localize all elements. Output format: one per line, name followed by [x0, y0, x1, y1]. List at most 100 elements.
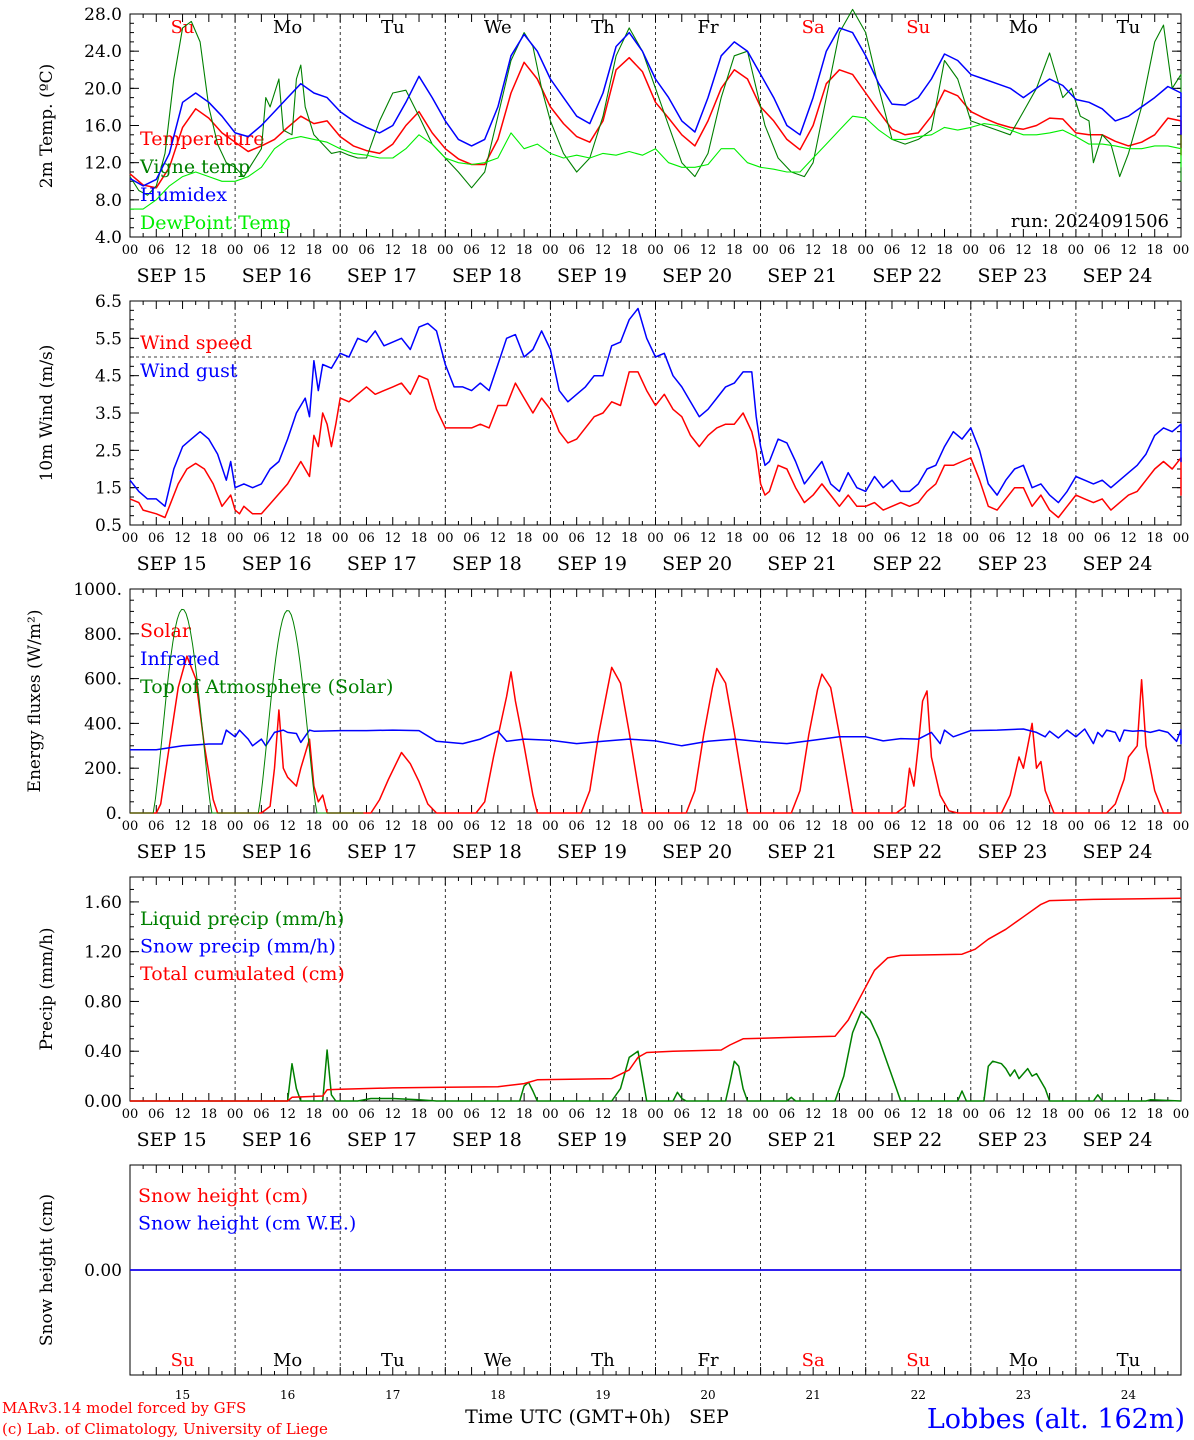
- x-date-label: SEP 15: [137, 553, 207, 575]
- x-hour-label: 06: [253, 1107, 270, 1122]
- x-hour-label: 06: [148, 819, 165, 834]
- x-hour-label: 12: [279, 1107, 296, 1122]
- x-hour-label: 00: [857, 531, 874, 546]
- weekday-label: Su: [906, 17, 930, 38]
- x-hour-label: 12: [174, 531, 191, 546]
- y-tick-label: 0.: [106, 804, 122, 824]
- x-date-label: SEP 19: [557, 841, 627, 863]
- weekday-label: Tu: [1117, 1350, 1141, 1371]
- weekday-label: Sa: [802, 1350, 825, 1371]
- x-hour-label: 06: [358, 243, 375, 258]
- series-top-of-atmosphere-solar: [130, 608, 364, 814]
- x-hour-label: 00: [437, 819, 454, 834]
- x-hour-label: 18: [306, 243, 323, 258]
- x-date-label: SEP 15: [137, 265, 207, 287]
- y-tick-label: 1.60: [84, 893, 122, 913]
- y-axis-label: Energy fluxes (W/m²): [25, 610, 45, 793]
- x-hour-label: 06: [884, 243, 901, 258]
- x-date-label: SEP 19: [557, 553, 627, 575]
- legend-humidex: Humidex: [140, 184, 227, 206]
- x-hour-label: 12: [805, 1107, 822, 1122]
- day-number-label: 20: [700, 1388, 715, 1402]
- x-hour-label: 18: [1041, 243, 1058, 258]
- x-hour-label: 18: [411, 1107, 428, 1122]
- x-hour-label: 12: [490, 819, 507, 834]
- x-hour-label: 12: [700, 1107, 717, 1122]
- weekday-label: Sa: [802, 17, 825, 38]
- legend-vigne-temp: Vigne temp: [139, 156, 250, 178]
- weekday-label: Tu: [381, 17, 405, 38]
- x-hour-label: 00: [1173, 819, 1190, 834]
- x-hour-label: 18: [411, 531, 428, 546]
- x-hour-label: 06: [358, 531, 375, 546]
- x-hour-label: 06: [989, 819, 1006, 834]
- x-hour-label: 00: [332, 819, 349, 834]
- x-hour-label: 12: [174, 1107, 191, 1122]
- x-hour-label: 06: [148, 1107, 165, 1122]
- panel-snow: 0.00 Snow height (cm) Su Mo Tu We Th Fr Sa Su Mo Tu…: [37, 1164, 1182, 1402]
- x-hour-label: 06: [463, 243, 480, 258]
- x-date-label: SEP 17: [347, 1129, 417, 1151]
- x-hour-label: 18: [726, 531, 743, 546]
- x-hour-label: 00: [542, 243, 559, 258]
- x-hour-label: 12: [595, 1107, 612, 1122]
- panel-energy: 0. 200. 400. 600. 800. 1000. Energy fluxes (W/…: [25, 580, 1189, 863]
- x-date-label: SEP 21: [767, 1129, 837, 1151]
- day-number-label: 22: [911, 1388, 926, 1402]
- x-date-label: SEP 23: [977, 553, 1047, 575]
- x-hour-label: 12: [910, 531, 927, 546]
- x-hour-label: 18: [1041, 819, 1058, 834]
- y-tick-label: 2.5: [95, 441, 122, 461]
- x-hour-label: 18: [201, 1107, 218, 1122]
- x-hour-label: 18: [936, 819, 953, 834]
- x-hour-label: 12: [279, 531, 296, 546]
- day-number-label: 19: [595, 1388, 610, 1402]
- y-tick-label: 20.0: [84, 79, 122, 99]
- x-date-label: SEP 20: [662, 265, 732, 287]
- x-hour-label: 12: [910, 819, 927, 834]
- y-tick-label: 0.80: [84, 992, 122, 1012]
- x-hour-label: 18: [1041, 1107, 1058, 1122]
- y-tick-label: 4.0: [95, 228, 122, 248]
- x-hour-label: 06: [463, 819, 480, 834]
- x-hour-label: 06: [779, 531, 796, 546]
- x-date-label: SEP 15: [137, 1129, 207, 1151]
- x-date-label: SEP 24: [1083, 841, 1153, 863]
- x-hour-label: 18: [411, 243, 428, 258]
- legend-top-of-atmosphere-solar: Top of Atmosphere (Solar): [140, 676, 393, 698]
- x-hour-label: 18: [1146, 531, 1163, 546]
- y-tick-label: 6.5: [95, 292, 122, 312]
- x-date-label: SEP 22: [872, 1129, 942, 1151]
- x-hour-label: 12: [490, 1107, 507, 1122]
- x-hour-label: 18: [726, 1107, 743, 1122]
- x-date-label: SEP 18: [452, 1129, 522, 1151]
- weekday-label: Th: [591, 1350, 615, 1371]
- x-hour-label: 00: [1068, 243, 1085, 258]
- x-hour-label: 12: [1015, 819, 1032, 834]
- series-solar: [130, 655, 1181, 814]
- x-hour-label: 06: [1094, 1107, 1111, 1122]
- x-hour-label: 12: [384, 531, 401, 546]
- plot-frame: [129, 588, 1182, 814]
- x-date-label: SEP 18: [452, 841, 522, 863]
- y-tick-label: 24.0: [84, 42, 122, 62]
- x-date-label: SEP 16: [242, 265, 312, 287]
- y-tick-label: 16.0: [84, 117, 122, 137]
- series-dewpoint-temp: [130, 115, 1182, 210]
- x-hour-label: 06: [463, 1107, 480, 1122]
- x-hour-label: 18: [726, 243, 743, 258]
- legend-snow-height-cm: Snow height (cm): [138, 1185, 308, 1207]
- weekday-label: Mo: [1009, 17, 1038, 38]
- weekday-label: Su: [906, 1350, 930, 1371]
- x-hour-label: 00: [1068, 819, 1085, 834]
- day-number-label: 17: [385, 1388, 400, 1402]
- x-hour-label: 06: [779, 819, 796, 834]
- x-hour-label: 00: [647, 1107, 664, 1122]
- weekday-label: Mo: [273, 1350, 302, 1371]
- x-hour-label: 18: [516, 243, 533, 258]
- day-number-label: 16: [280, 1388, 295, 1402]
- x-date-label: SEP 22: [872, 841, 942, 863]
- x-axis-month: SEP: [689, 1406, 729, 1428]
- x-date-label: SEP 21: [767, 265, 837, 287]
